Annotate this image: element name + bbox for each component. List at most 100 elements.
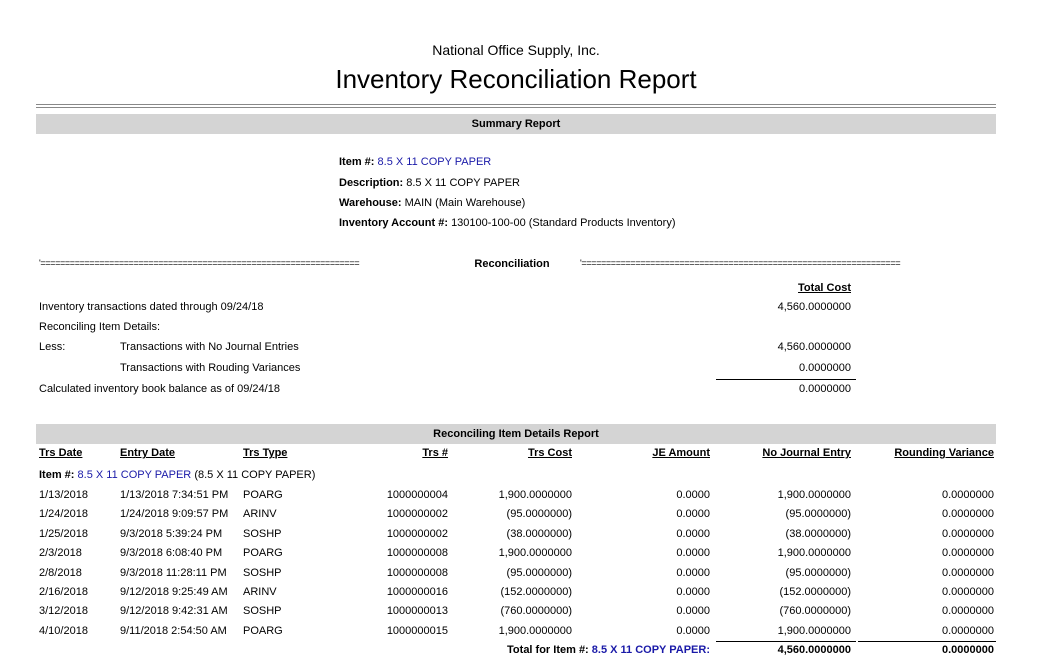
total-line-no-journal xyxy=(716,641,856,642)
summary-account: Inventory Account #: 130100-100-00 (Stan… xyxy=(339,217,676,229)
column-header-je-amount: JE Amount xyxy=(652,447,710,459)
cell-je-amount: 0.0000 xyxy=(676,605,710,618)
summary-report-bar: Summary Report xyxy=(36,114,996,134)
cell-je-amount: 0.0000 xyxy=(676,489,710,501)
summary-warehouse: Warehouse: MAIN (Main Warehouse) xyxy=(339,197,526,209)
cell-je-amount: 0.0000 xyxy=(676,624,710,637)
column-header-trs-cost: Trs Cost xyxy=(527,447,572,459)
cell-trs-type: SOSHP xyxy=(243,527,282,540)
cell-rounding-variance: 0.0000000 xyxy=(942,586,994,598)
cell-entry-date: 1/13/2018 7:34:51 PM xyxy=(120,489,229,501)
cell-trs-type: ARINV xyxy=(243,586,277,598)
cell-je-amount: 0.0000 xyxy=(676,586,710,598)
recon-line-rounding: Transactions with Rouding Variances xyxy=(120,362,301,374)
cell-trs-cost: 1,900.0000000 xyxy=(498,489,572,501)
cell-entry-date: 9/3/2018 11:28:11 PM xyxy=(120,566,227,579)
cell-no-journal-entry: (152.0000000) xyxy=(779,586,851,598)
total-rounding: 0.0000000 xyxy=(942,644,994,656)
cell-entry-date: 1/24/2018 9:09:57 PM xyxy=(120,508,229,521)
cell-no-journal-entry: 1,900.0000000 xyxy=(777,624,851,637)
recon-line-details: Reconciling Item Details: xyxy=(39,321,161,333)
cell-trs-cost: (95.0000000) xyxy=(506,508,572,521)
details-item-row: Item #: 8.5 X 11 COPY PAPER (8.5 X 11 CO… xyxy=(39,469,316,481)
cell-trs-cost: 1,900.0000000 xyxy=(498,547,572,560)
column-header-trs-date: Trs Date xyxy=(39,447,83,459)
cell-no-journal-entry: (95.0000000) xyxy=(785,508,851,521)
total-label: Total for Item #: 8.5 X 11 COPY PAPER: xyxy=(507,644,710,656)
cell-trs-type: POARG xyxy=(243,624,283,637)
cell-entry-date: 9/12/2018 9:42:31 AM xyxy=(120,605,228,618)
cell-trs-date: 2/8/2018 xyxy=(39,566,82,579)
recon-value-balance: 0.0000000 xyxy=(799,383,851,395)
recon-sum-line xyxy=(716,379,856,380)
item-link[interactable]: 8.5 X 11 COPY PAPER xyxy=(377,156,492,168)
cell-trs-date: 2/3/2018 xyxy=(39,547,82,560)
cell-trs-cost: (38.0000000) xyxy=(506,527,572,540)
cell-no-journal-entry: (95.0000000) xyxy=(785,566,851,579)
cell-trs-type: SOSHP xyxy=(243,605,282,618)
cell-je-amount: 0.0000 xyxy=(676,566,710,579)
cell-trs-cost: 1,900.0000000 xyxy=(498,624,572,637)
cell-no-journal-entry: 1,900.0000000 xyxy=(777,489,851,501)
reconciliation-rule-right: '=======================================… xyxy=(580,258,901,268)
company-name: National Office Supply, Inc. xyxy=(432,42,600,58)
cell-trs-cost: (760.0000000) xyxy=(500,605,572,618)
cell-trs-number: 1000000002 xyxy=(386,508,448,521)
total-no-journal: 4,560.0000000 xyxy=(777,644,851,656)
cell-trs-number: 1000000002 xyxy=(386,527,448,540)
cell-trs-cost: (95.0000000) xyxy=(506,566,572,579)
cell-rounding-variance: 0.0000000 xyxy=(942,547,994,560)
reconciliation-rule-left: '=======================================… xyxy=(39,258,360,268)
cell-je-amount: 0.0000 xyxy=(676,508,710,521)
cell-trs-number: 1000000008 xyxy=(386,566,448,579)
cell-entry-date: 9/11/2018 2:54:50 AM xyxy=(120,624,227,637)
cell-trs-date: 1/25/2018 xyxy=(39,527,88,540)
title-divider xyxy=(36,104,996,105)
cell-rounding-variance: 0.0000000 xyxy=(942,624,994,637)
cell-rounding-variance: 0.0000000 xyxy=(942,566,994,579)
cell-no-journal-entry: (760.0000000) xyxy=(779,605,851,618)
column-header-rounding-variance: Rounding Variance xyxy=(894,447,994,459)
cell-rounding-variance: 0.0000000 xyxy=(942,605,994,618)
cell-rounding-variance: 0.0000000 xyxy=(942,527,994,540)
cell-trs-number: 1000000004 xyxy=(386,489,448,501)
cell-trs-number: 1000000015 xyxy=(386,624,448,637)
cell-trs-type: SOSHP xyxy=(243,566,282,579)
cell-trs-date: 2/16/2018 xyxy=(39,586,88,598)
total-line-rounding xyxy=(858,641,996,642)
cell-trs-type: POARG xyxy=(243,489,283,501)
cell-no-journal-entry: (38.0000000) xyxy=(785,527,851,540)
cell-trs-date: 4/10/2018 xyxy=(39,624,88,637)
cell-entry-date: 9/12/2018 9:25:49 AM xyxy=(120,586,228,598)
summary-description: Description: 8.5 X 11 COPY PAPER xyxy=(339,177,520,189)
recon-value-transactions: 4,560.0000000 xyxy=(777,301,851,313)
summary-item: Item #: 8.5 X 11 COPY PAPER xyxy=(339,156,492,168)
details-item-link[interactable]: 8.5 X 11 COPY PAPER xyxy=(77,469,192,481)
recon-line-transactions: Inventory transactions dated through 09/… xyxy=(39,301,264,313)
cell-no-journal-entry: 1,900.0000000 xyxy=(777,547,851,560)
column-header-trs-type: Trs Type xyxy=(243,447,288,459)
cell-trs-type: ARINV xyxy=(243,508,277,521)
details-report-bar: Reconciling Item Details Report xyxy=(36,424,996,444)
title-divider-2 xyxy=(36,107,996,108)
recon-value-rounding: 0.0000000 xyxy=(799,362,851,374)
cell-rounding-variance: 0.0000000 xyxy=(942,508,994,521)
cell-trs-number: 1000000008 xyxy=(386,547,448,560)
recon-line-no-journal: Transactions with No Journal Entries xyxy=(120,341,299,353)
recon-value-no-journal: 4,560.0000000 xyxy=(777,341,851,353)
column-header-no-journal-entry: No Journal Entry xyxy=(762,447,851,459)
column-header-trs-number: Trs # xyxy=(422,447,448,459)
cell-trs-number: 1000000013 xyxy=(386,605,448,618)
cell-trs-date: 3/12/2018 xyxy=(39,605,88,618)
cell-trs-date: 1/24/2018 xyxy=(39,508,88,521)
column-header-entry-date: Entry Date xyxy=(120,447,176,459)
cell-entry-date: 9/3/2018 5:39:24 PM xyxy=(120,527,223,540)
cell-trs-cost: (152.0000000) xyxy=(500,586,572,598)
cell-trs-type: POARG xyxy=(243,547,283,560)
cell-je-amount: 0.0000 xyxy=(676,527,710,540)
cell-trs-date: 1/13/2018 xyxy=(39,489,88,501)
reconciliation-heading: Reconciliation xyxy=(474,258,550,270)
total-item-link[interactable]: 8.5 X 11 COPY PAPER: xyxy=(591,644,710,656)
report-title: Inventory Reconciliation Report xyxy=(335,64,697,94)
recon-line-balance: Calculated inventory book balance as of … xyxy=(39,383,280,395)
